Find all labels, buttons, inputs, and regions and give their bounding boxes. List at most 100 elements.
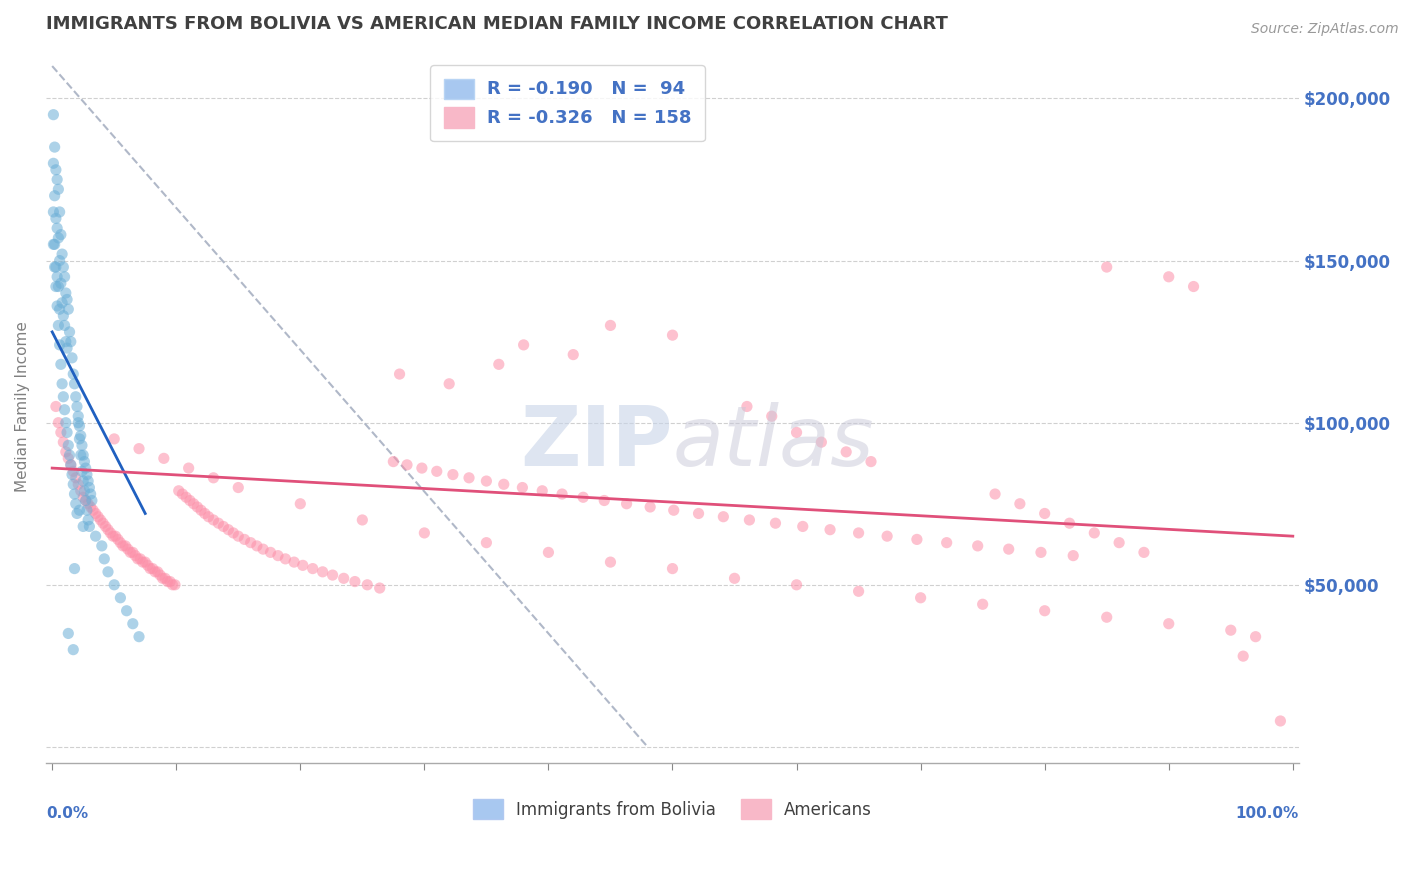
Point xyxy=(51,247,73,261)
Point xyxy=(49,425,72,440)
Point xyxy=(75,493,97,508)
Point xyxy=(79,481,101,495)
Point xyxy=(149,568,172,582)
Point xyxy=(1219,623,1241,637)
Point xyxy=(58,626,80,640)
Point xyxy=(53,402,76,417)
Point xyxy=(156,574,179,589)
Point xyxy=(662,503,685,517)
Point xyxy=(69,503,91,517)
Point xyxy=(127,552,149,566)
Point xyxy=(48,279,70,293)
Point xyxy=(197,509,219,524)
Point xyxy=(58,302,80,317)
Point xyxy=(876,529,898,543)
Point xyxy=(252,542,274,557)
Point xyxy=(75,461,97,475)
Point xyxy=(69,432,91,446)
Point xyxy=(72,474,94,488)
Point xyxy=(688,507,710,521)
Point xyxy=(128,630,150,644)
Point xyxy=(69,419,91,434)
Point xyxy=(48,416,70,430)
Point xyxy=(76,467,98,482)
Point xyxy=(765,516,787,531)
Point xyxy=(62,464,84,478)
Point xyxy=(44,140,66,154)
Point xyxy=(792,519,814,533)
Point xyxy=(52,435,75,450)
Point xyxy=(786,425,808,440)
Point xyxy=(910,591,932,605)
Point xyxy=(87,509,110,524)
Point xyxy=(84,529,107,543)
Point xyxy=(77,513,100,527)
Point xyxy=(46,269,69,284)
Point xyxy=(42,156,65,170)
Point xyxy=(1033,507,1056,521)
Point xyxy=(48,338,70,352)
Point xyxy=(593,493,616,508)
Point xyxy=(62,367,84,381)
Point xyxy=(1108,535,1130,549)
Point xyxy=(848,525,870,540)
Point xyxy=(492,477,515,491)
Point xyxy=(1062,549,1084,563)
Point xyxy=(72,490,94,504)
Point xyxy=(186,500,208,514)
Point xyxy=(368,581,391,595)
Point xyxy=(76,503,98,517)
Point xyxy=(1095,610,1118,624)
Text: 0.0%: 0.0% xyxy=(46,806,89,821)
Point xyxy=(966,539,988,553)
Point xyxy=(46,299,69,313)
Point xyxy=(136,558,159,573)
Point xyxy=(395,458,418,472)
Text: atlas: atlas xyxy=(672,401,875,483)
Point xyxy=(49,227,72,242)
Point xyxy=(786,578,808,592)
Point xyxy=(103,578,125,592)
Point xyxy=(332,571,354,585)
Point xyxy=(52,260,75,274)
Point xyxy=(183,497,205,511)
Point xyxy=(45,211,67,226)
Point xyxy=(58,451,80,466)
Point xyxy=(835,445,858,459)
Point xyxy=(274,552,297,566)
Point xyxy=(69,448,91,462)
Point xyxy=(45,162,67,177)
Point xyxy=(48,253,70,268)
Point xyxy=(55,416,77,430)
Point xyxy=(267,549,290,563)
Point xyxy=(120,545,142,559)
Point xyxy=(70,438,93,452)
Point xyxy=(859,454,882,468)
Point xyxy=(91,516,114,531)
Point xyxy=(48,182,70,196)
Point xyxy=(153,451,176,466)
Point xyxy=(94,519,117,533)
Point xyxy=(146,565,169,579)
Point xyxy=(56,425,79,440)
Point xyxy=(174,490,197,504)
Point xyxy=(190,503,212,517)
Point xyxy=(475,474,498,488)
Point xyxy=(107,533,129,547)
Point xyxy=(115,604,138,618)
Point xyxy=(56,341,79,355)
Point xyxy=(51,295,73,310)
Point xyxy=(52,390,75,404)
Point xyxy=(55,285,77,300)
Point xyxy=(42,108,65,122)
Point xyxy=(488,357,510,371)
Text: IMMIGRANTS FROM BOLIVIA VS AMERICAN MEDIAN FAMILY INCOME CORRELATION CHART: IMMIGRANTS FROM BOLIVIA VS AMERICAN MEDI… xyxy=(46,15,948,33)
Point xyxy=(905,533,928,547)
Point xyxy=(82,503,104,517)
Point xyxy=(58,438,80,452)
Point xyxy=(202,513,225,527)
Point xyxy=(65,497,87,511)
Point xyxy=(382,454,405,468)
Point xyxy=(73,454,96,468)
Point xyxy=(121,545,143,559)
